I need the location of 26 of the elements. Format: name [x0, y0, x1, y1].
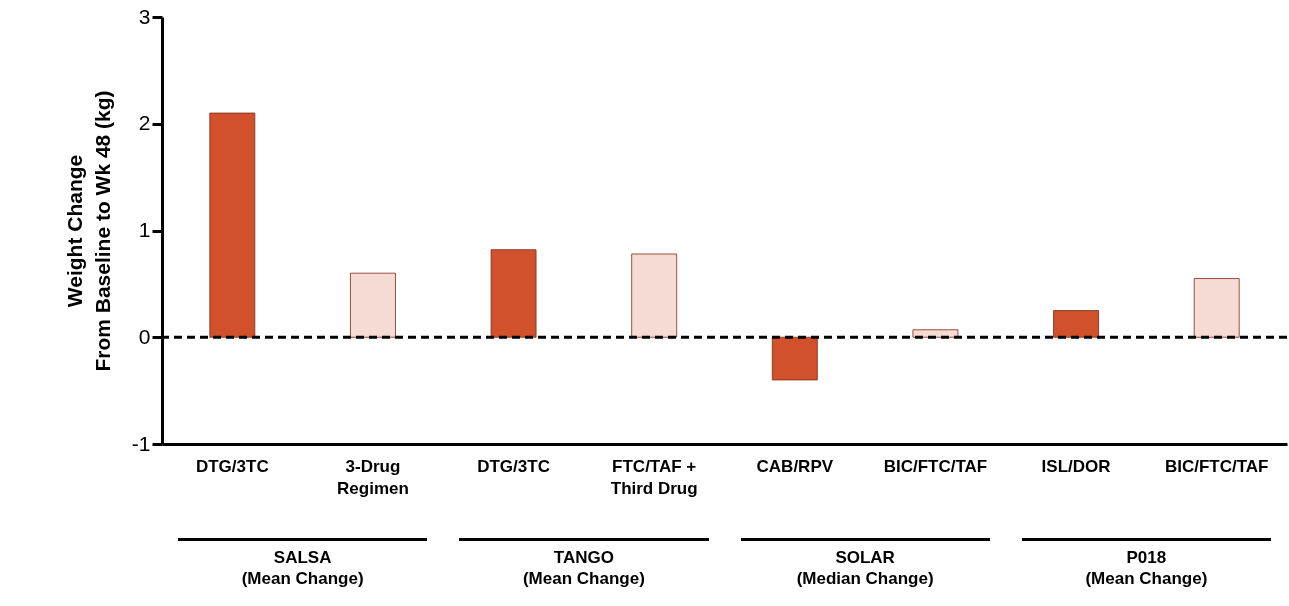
bar	[771, 336, 818, 381]
x-tick-label: DTG/3TC	[195, 456, 269, 476]
x-tick-label: CAB/RPV	[756, 456, 834, 476]
text: P018 (Mean Change)	[1021, 538, 1271, 589]
x-tick-label: 3-Drug Regimen	[337, 456, 409, 498]
bar	[912, 329, 959, 338]
text: TANGO (Mean Change)	[459, 538, 709, 589]
bar	[350, 272, 396, 338]
x-tick-label: BIC/FTC/TAF	[883, 456, 988, 476]
x-tick-label: DTG/3TC	[477, 456, 550, 476]
bar	[490, 249, 537, 338]
y-tick-label: 2	[138, 111, 151, 135]
bar	[209, 112, 256, 338]
y-tick-label: 0	[138, 324, 151, 348]
y-tick-label: 1	[138, 218, 151, 241]
bar	[1193, 278, 1240, 338]
x-tick-label: FTC/TAF + Third Drug	[610, 456, 698, 498]
x-tick-label: BIC/FTC/TAF	[1164, 456, 1269, 476]
y-tick-label: 3	[138, 4, 151, 28]
text: SOLAR (Median Change)	[740, 538, 990, 589]
bar	[1053, 310, 1099, 338]
text: SALSA (Mean Change)	[178, 538, 428, 589]
y-tick-label: -1	[131, 431, 151, 455]
x-tick-label: ISL/DOR	[1041, 456, 1111, 476]
y-axis-title: Weight Change From Baseline to Wk 48 (kg)	[62, 90, 114, 372]
bar	[631, 253, 678, 338]
